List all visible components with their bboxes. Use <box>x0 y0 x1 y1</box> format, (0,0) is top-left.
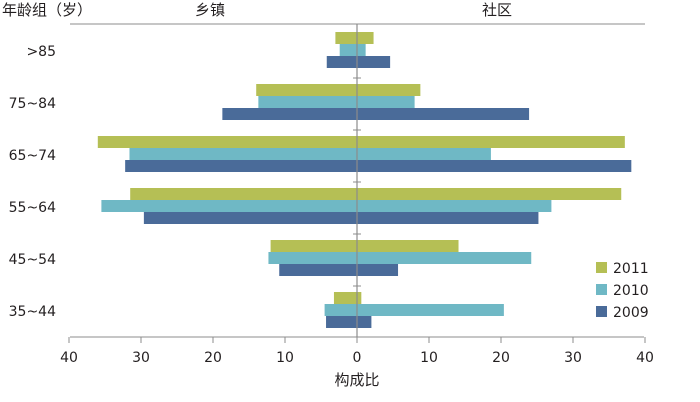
bar-left-2011-1 <box>256 84 357 96</box>
legend-label: 2011 <box>613 261 649 277</box>
category-label: 55~64 <box>9 200 56 216</box>
x-axis-title: 构成比 <box>334 371 379 389</box>
bar-left-2010-3 <box>101 200 358 212</box>
legend: 2011 2010 2009 <box>596 261 649 321</box>
x-tick-label: 20 <box>492 350 510 366</box>
bars-group <box>97 32 632 328</box>
bar-left-2010-0 <box>339 44 357 56</box>
bar-left-2011-0 <box>335 32 357 44</box>
bar-right-2009-0 <box>357 56 391 68</box>
y-axis-title: 年龄组（岁） <box>2 1 92 19</box>
bar-right-2010-2 <box>357 148 491 160</box>
bar-right-2010-0 <box>357 44 366 56</box>
bar-left-2009-3 <box>143 212 357 224</box>
bar-left-2011-5 <box>333 292 357 304</box>
bar-right-2009-1 <box>357 108 530 120</box>
x-tick-label: 30 <box>132 350 150 366</box>
x-tick-label: 0 <box>353 350 362 366</box>
bar-left-2009-5 <box>326 316 357 328</box>
legend-label: 2010 <box>613 283 649 299</box>
bar-right-2010-1 <box>357 96 415 108</box>
bar-left-2011-4 <box>270 240 357 252</box>
bar-left-2009-2 <box>125 160 357 172</box>
bar-right-2011-1 <box>357 84 421 96</box>
bar-right-2009-5 <box>357 316 372 328</box>
bar-right-2011-0 <box>357 32 374 44</box>
x-tick-label: 40 <box>60 350 78 366</box>
legend-swatch-2009 <box>596 306 607 317</box>
bar-right-2011-5 <box>357 292 362 304</box>
category-labels-group: >85 75~84 65~74 55~64 45~54 35~44 <box>9 44 56 320</box>
category-label: 65~74 <box>9 148 56 164</box>
x-tick-label: 20 <box>204 350 222 366</box>
bar-right-2010-4 <box>357 252 532 264</box>
bar-left-2010-4 <box>268 252 357 264</box>
bar-right-2010-3 <box>357 200 552 212</box>
left-side-label: 乡镇 <box>195 1 225 19</box>
category-label: 35~44 <box>9 304 56 320</box>
right-side-label: 社区 <box>482 1 512 19</box>
bar-left-2010-2 <box>129 148 357 160</box>
bar-right-2009-2 <box>357 160 632 172</box>
bar-left-2010-5 <box>324 304 357 316</box>
x-tick-label: 10 <box>276 350 294 366</box>
x-ticks-group: 40 30 20 10 0 10 20 30 40 <box>60 77 654 366</box>
x-tick-label: 40 <box>636 350 654 366</box>
bar-left-2009-0 <box>326 56 357 68</box>
bar-left-2011-3 <box>130 188 357 200</box>
bar-right-2011-3 <box>357 188 622 200</box>
category-label: 45~54 <box>9 252 56 268</box>
bar-right-2009-4 <box>357 264 399 276</box>
x-tick-label: 30 <box>564 350 582 366</box>
bar-right-2009-3 <box>357 212 539 224</box>
category-label: 75~84 <box>9 96 56 112</box>
legend-swatch-2010 <box>596 284 607 295</box>
legend-label: 2009 <box>613 305 649 321</box>
bar-left-2009-4 <box>279 264 357 276</box>
bar-right-2011-4 <box>357 240 459 252</box>
bar-left-2009-1 <box>222 108 357 120</box>
x-tick-label: 10 <box>420 350 438 366</box>
bar-right-2010-5 <box>357 304 504 316</box>
bar-right-2011-2 <box>357 136 625 148</box>
bar-left-2010-1 <box>258 96 357 108</box>
legend-swatch-2011 <box>596 262 607 273</box>
bar-left-2011-2 <box>97 136 358 148</box>
category-label: >85 <box>26 44 56 60</box>
